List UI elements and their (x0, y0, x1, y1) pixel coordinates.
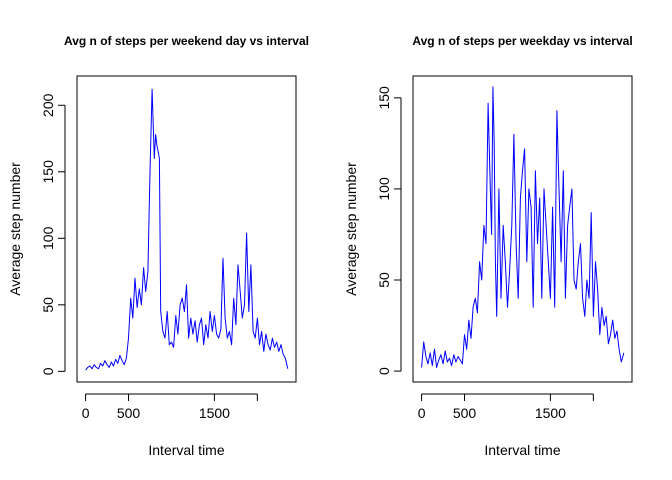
y-tick-label: 50 (40, 297, 56, 313)
plot-frame (412, 75, 633, 383)
y-tick-label: 50 (376, 272, 392, 288)
x-tick-label: 500 (117, 405, 141, 421)
chart-title: Avg n of steps per weekend day vs interv… (64, 34, 309, 48)
panel-weekday: Avg n of steps per weekday vs interval 0 5… (343, 34, 633, 458)
y-tick-label: 0 (376, 367, 392, 375)
x-tick-label: 500 (453, 405, 477, 421)
x-axis-label: Interval time (484, 442, 560, 458)
y-tick-label: 200 (40, 93, 56, 117)
y-tick-label: 150 (376, 86, 392, 110)
x-tick-label: 1500 (535, 405, 566, 421)
y-axis-label: Average step number (343, 162, 359, 296)
y-axis-label: Average step number (7, 162, 23, 296)
chart-title: Avg n of steps per weekday vs interval (412, 34, 632, 48)
y-tick-label: 0 (40, 367, 56, 375)
y-tick-label: 100 (376, 177, 392, 201)
plot-frame (76, 75, 297, 383)
y-tick-label: 100 (40, 226, 56, 250)
panel-weekend: Avg n of steps per weekend day vs interv… (7, 34, 309, 458)
x-tick-label: 1500 (199, 405, 230, 421)
series-line (421, 86, 625, 368)
x-tick-label: 0 (82, 405, 90, 421)
x-tick-label: 0 (418, 405, 426, 421)
y-tick-label: 150 (40, 160, 56, 184)
series-line (85, 88, 289, 371)
x-axis-label: Interval time (148, 442, 224, 458)
